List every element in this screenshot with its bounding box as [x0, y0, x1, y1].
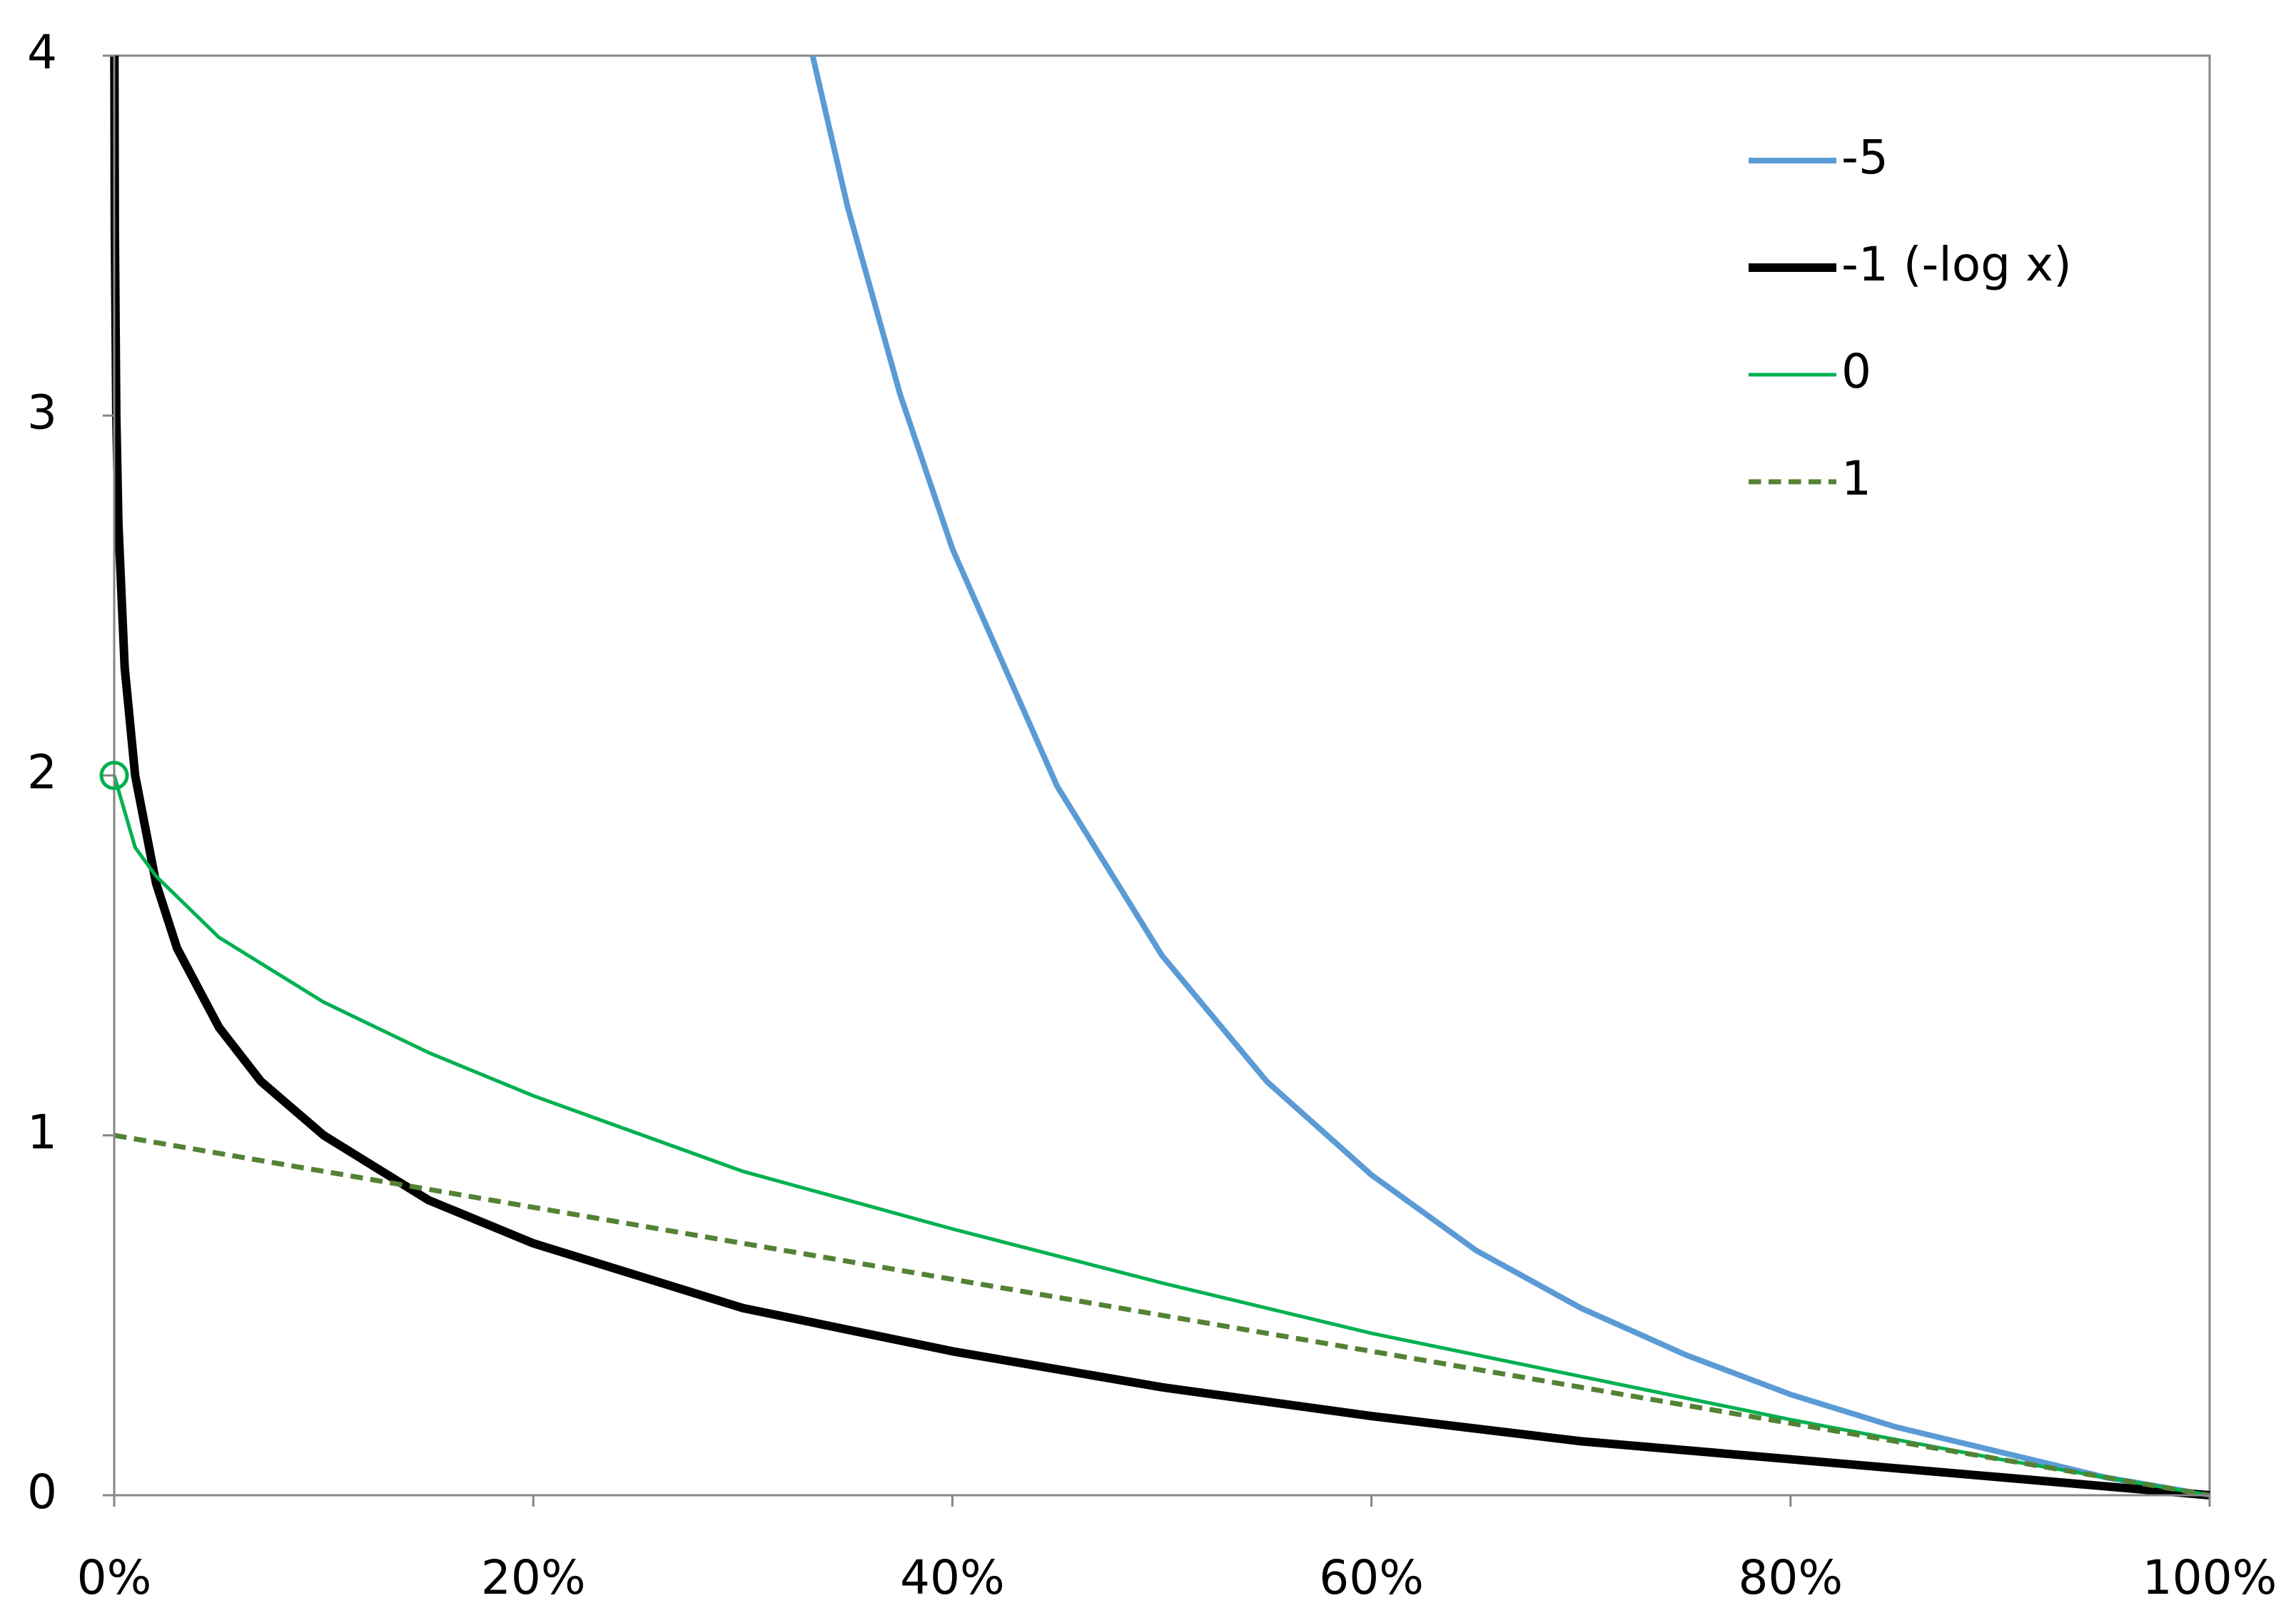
legend-label: -1 (-log x): [1841, 237, 2072, 292]
series-line: [112, 774, 2210, 1497]
y-tick-label: 0: [27, 1465, 57, 1520]
series-line: [113, 1133, 2210, 1498]
series-line: [809, 55, 2210, 1498]
point-marker: [99, 761, 129, 790]
series-line: [110, 55, 2210, 1500]
legend-label: 1: [1841, 451, 1871, 506]
x-tick-label: 60%: [1319, 1550, 1424, 1605]
y-tick-label: 1: [27, 1105, 57, 1160]
plot-area: [110, 55, 2210, 1500]
y-tick-label: 4: [27, 25, 57, 80]
x-tick-label: 40%: [900, 1550, 1005, 1605]
y-tick-label: 2: [27, 745, 57, 800]
legend-label: -5: [1841, 130, 1888, 185]
legend-label: 0: [1841, 344, 1871, 399]
x-tick-label: 80%: [1738, 1550, 1843, 1605]
y-tick-label: 3: [27, 385, 57, 440]
x-tick-label: 100%: [2143, 1550, 2277, 1605]
x-tick-label: 0%: [77, 1550, 152, 1605]
x-tick-label: 20%: [481, 1550, 586, 1605]
